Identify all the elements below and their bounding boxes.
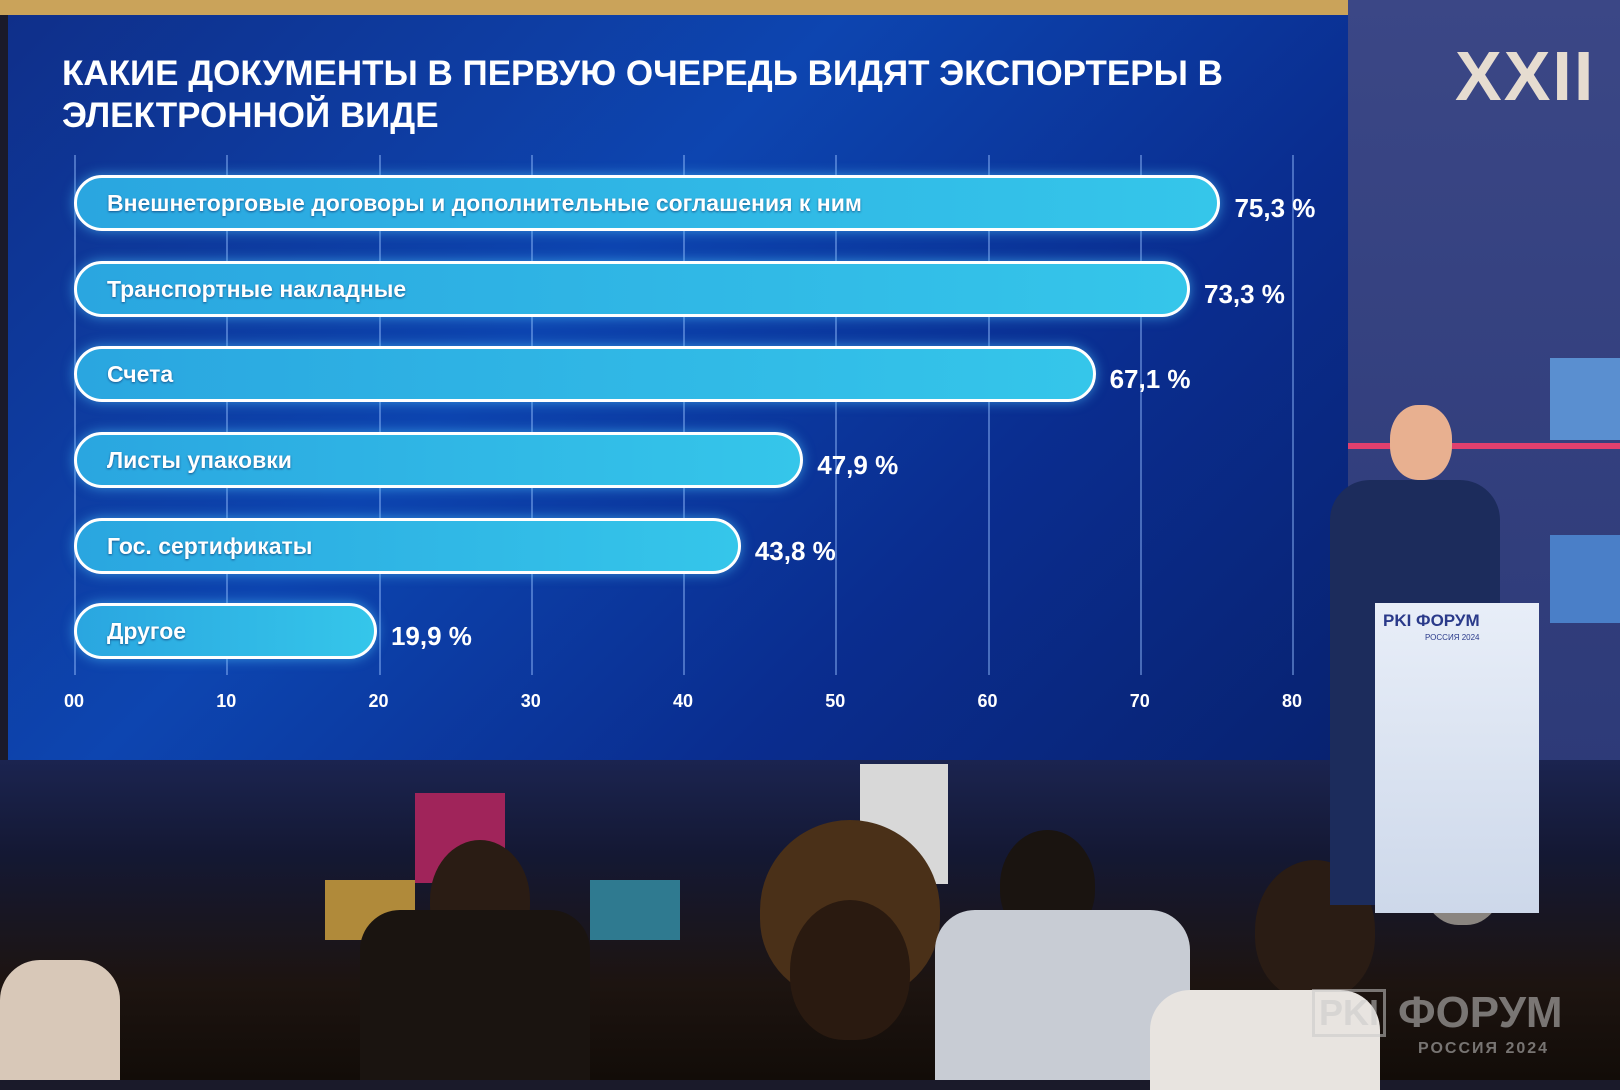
gridline — [683, 155, 685, 675]
watermark-subtitle: РОССИЯ 2024 — [1418, 1040, 1550, 1057]
gridline — [987, 155, 990, 675]
gridline — [226, 155, 229, 675]
podium-logo: PKI ФОРУМ — [1383, 611, 1480, 630]
x-tick-label: 00 — [63, 691, 85, 711]
podium: PKI ФОРУМ РОССИЯ 2024 — [1375, 603, 1539, 913]
bar-category-label: Счета — [107, 361, 174, 387]
x-tick-label: 60 — [977, 691, 998, 711]
chart-title: КАКИЕ ДОКУМЕНТЫ В ПЕРВУЮ ОЧЕРЕДЬ ВИДЯТ Э… — [62, 54, 1223, 135]
audience-body — [935, 910, 1190, 1080]
bar-value-label: 75,3 % — [1234, 193, 1316, 223]
watermark: PKI ФОРУМ РОССИЯ 2024 — [1312, 988, 1563, 1057]
gridline — [835, 155, 838, 675]
x-tick-label: 30 — [520, 691, 541, 711]
backdrop-square — [1550, 535, 1620, 623]
x-tick-label: 40 — [672, 691, 694, 711]
ceiling-strip — [0, 0, 1348, 15]
gridline — [1292, 155, 1294, 675]
bar-value-label: 47,9 % — [817, 450, 899, 480]
audience-body — [0, 960, 120, 1080]
bar-value-label: 73,3 % — [1203, 279, 1285, 309]
bar: Счета — [74, 346, 1096, 402]
bar: Внешнеторговые договоры и дополнительные… — [74, 175, 1221, 231]
audience-body — [1150, 990, 1380, 1090]
bar-category-label: Внешнеторговые договоры и дополнительные… — [107, 190, 862, 216]
watermark-name: ФОРУМ — [1398, 988, 1563, 1037]
watermark-logo: PKI — [1312, 989, 1387, 1037]
x-tick-label: 70 — [1129, 691, 1150, 711]
backdrop-stripe — [1348, 443, 1620, 449]
bar: Другое — [74, 603, 377, 659]
bar-value-label: 19,9 % — [390, 621, 472, 651]
bar-value-label: 67,1 % — [1109, 364, 1191, 394]
x-tick-label: 80 — [1281, 691, 1303, 711]
gridline — [74, 155, 76, 675]
stage-block — [590, 880, 680, 940]
x-tick-label: 10 — [216, 691, 237, 711]
bar-category-label: Другое — [107, 618, 187, 644]
bar: Листы упаковки — [74, 432, 804, 488]
gridline — [1139, 155, 1142, 675]
bar-category-label: Листы упаковки — [107, 447, 292, 473]
bar-value-label: 43,8 % — [754, 536, 836, 566]
audience-head — [790, 900, 910, 1040]
bar: Гос. сертификаты — [74, 518, 741, 574]
podium-subtitle: РОССИЯ 2024 — [1425, 633, 1480, 642]
gridline — [530, 155, 533, 675]
x-tick-label: 20 — [368, 691, 389, 711]
gridline — [378, 155, 381, 675]
x-tick-label: 50 — [825, 691, 846, 711]
bar-category-label: Транспортные накладные — [107, 276, 407, 302]
bar: Транспортные накладные — [74, 261, 1190, 317]
forum-edition-label: XXII — [1455, 37, 1596, 115]
audience-body — [360, 910, 590, 1080]
presentation-screen: КАКИЕ ДОКУМЕНТЫ В ПЕРВУЮ ОЧЕРЕДЬ ВИДЯТ Э… — [8, 15, 1348, 760]
bar-category-label: Гос. сертификаты — [107, 533, 313, 559]
backdrop-square — [1550, 358, 1620, 440]
